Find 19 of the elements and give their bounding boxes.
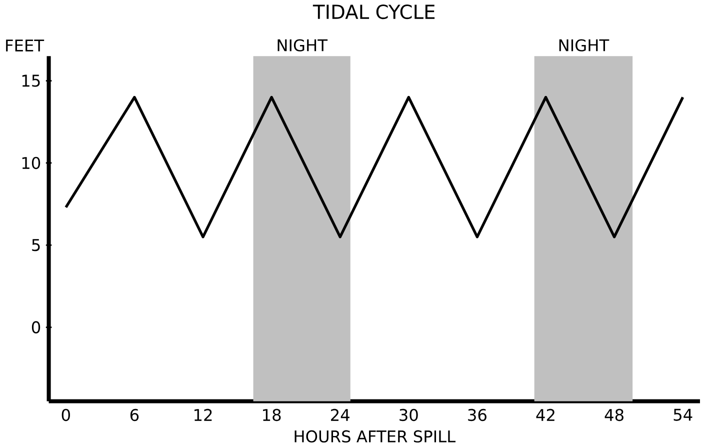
x-tick-label: 42 bbox=[536, 408, 554, 421]
x-tick-label: 12 bbox=[194, 408, 212, 421]
x-tick-label: 18 bbox=[263, 408, 281, 422]
y-tick-label: 10 bbox=[22, 156, 40, 170]
x-axis-title: HOURS AFTER SPILL bbox=[294, 430, 456, 443]
x-tick-label: 30 bbox=[400, 408, 418, 422]
x-tick-label: 0 bbox=[62, 408, 70, 422]
y-tick-label: 5 bbox=[32, 239, 40, 252]
band-label: NIGHT bbox=[278, 39, 328, 52]
chart-title: TIDAL CYCLE bbox=[312, 4, 435, 20]
band-label: NIGHT bbox=[559, 39, 610, 52]
x-tick-label: 6 bbox=[130, 408, 139, 422]
y-axis-title: FEET bbox=[6, 40, 44, 52]
y-tick-label: 0 bbox=[32, 321, 40, 334]
x-tick-label: 48 bbox=[604, 408, 624, 422]
y-tick-label: 15 bbox=[22, 74, 40, 87]
x-tick-label: 24 bbox=[331, 408, 350, 421]
x-tick-label: 54 bbox=[674, 408, 692, 421]
x-tick-label: 36 bbox=[468, 408, 486, 422]
